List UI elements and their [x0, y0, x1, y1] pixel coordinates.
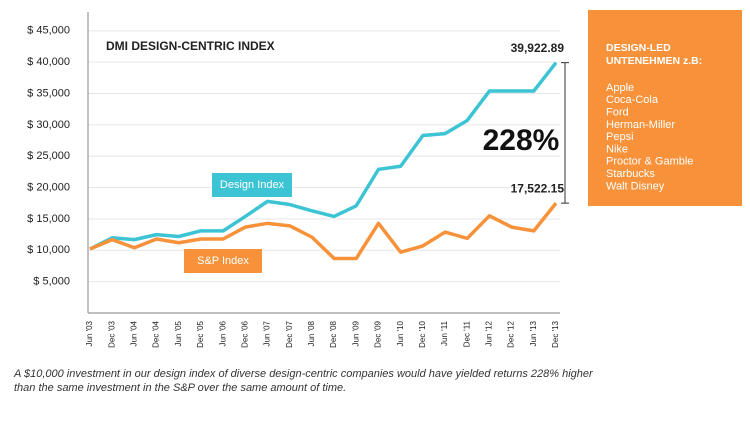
- sidebar-item: Apple: [606, 82, 634, 94]
- x-tick-label: Jun '05: [174, 320, 183, 346]
- data-line: [89, 202, 558, 261]
- sidebar-title: DESIGN-LED: [606, 42, 671, 54]
- annotation: 228%: [483, 124, 560, 157]
- x-tick-label: Jun '09: [351, 320, 360, 346]
- legend-box: [212, 173, 292, 197]
- x-tick-label: Dec '11: [462, 320, 471, 347]
- y-tick-label: $ 5,000: [33, 276, 70, 288]
- x-tick-label: Jun '12: [485, 320, 494, 346]
- sidebar-item: Herman-Miller: [606, 119, 675, 131]
- legend-label: S&P Index: [197, 255, 249, 267]
- y-tick-label: $ 20,000: [27, 181, 70, 193]
- legend-label: Design Index: [220, 179, 285, 191]
- x-tick-label: Jun '07: [263, 320, 272, 346]
- sidebar-item: Starbucks: [606, 168, 655, 180]
- x-tick-label: Dec '07: [285, 320, 294, 347]
- x-tick-label: Jun '13: [529, 320, 538, 346]
- chart-title: DMI DESIGN-CENTRIC INDEX: [106, 39, 275, 53]
- x-tick-label: Dec '12: [507, 320, 516, 347]
- sidebar-box: [588, 10, 742, 206]
- sidebar-title: UNTENEHMEN z.B:: [606, 55, 702, 67]
- x-tick-label: Jun '08: [307, 320, 316, 346]
- x-tick-label: Dec '10: [418, 320, 427, 347]
- y-tick-label: $ 25,000: [27, 150, 70, 162]
- y-tick-label: $ 45,000: [27, 25, 70, 37]
- x-tick-label: Dec '08: [329, 320, 338, 347]
- x-tick-label: Dec '13: [551, 320, 560, 347]
- x-tick-label: Dec '09: [374, 320, 383, 347]
- x-tick-label: Jun '04: [129, 320, 138, 346]
- value-label: 39,922.89: [511, 41, 565, 55]
- sidebar-item: Pepsi: [606, 131, 634, 143]
- x-tick-label: Jun '06: [218, 320, 227, 346]
- y-tick-label: $ 35,000: [27, 87, 70, 99]
- footnote: than the same investment in the S&P over…: [14, 382, 346, 394]
- x-tick-label: Jun '03: [85, 320, 94, 346]
- y-tick-label: $ 10,000: [27, 244, 70, 256]
- y-tick-label: $ 40,000: [27, 56, 70, 68]
- y-tick-label: $ 15,000: [27, 213, 70, 225]
- sidebar-item: Ford: [606, 107, 629, 119]
- sidebar-item: Coca-Cola: [606, 94, 659, 106]
- x-tick-label: Dec '03: [107, 320, 116, 347]
- x-tick-label: Dec '06: [240, 320, 249, 347]
- x-tick-label: Jun '10: [396, 320, 405, 346]
- sidebar-item: Walt Disney: [606, 180, 665, 192]
- data-line: [89, 61, 558, 251]
- x-tick-label: Jun '11: [440, 320, 449, 346]
- x-tick-label: Dec '05: [196, 320, 205, 347]
- y-tick-label: $ 30,000: [27, 119, 70, 131]
- footnote: A $10,000 investment in our design index…: [13, 368, 594, 380]
- legend-box: [184, 249, 262, 273]
- value-label: 17,522.15: [511, 181, 565, 195]
- sidebar-item: Proctor & Gamble: [606, 156, 693, 168]
- x-tick-label: Dec '04: [152, 320, 161, 347]
- sidebar-item: Nike: [606, 143, 628, 155]
